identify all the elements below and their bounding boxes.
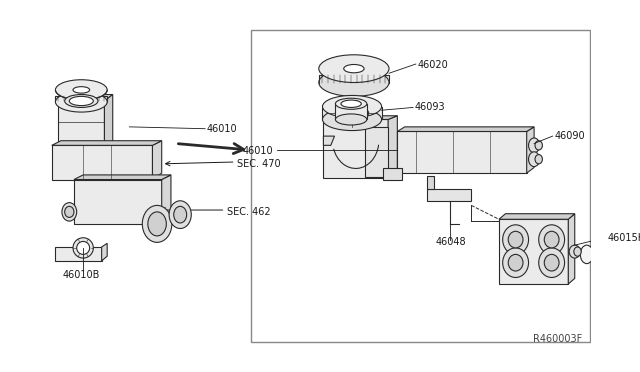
Ellipse shape — [73, 87, 90, 93]
Ellipse shape — [344, 64, 364, 73]
Ellipse shape — [62, 203, 77, 221]
Text: 46010B: 46010B — [63, 270, 100, 280]
Polygon shape — [74, 175, 171, 180]
Ellipse shape — [535, 141, 543, 150]
Polygon shape — [102, 243, 107, 261]
Polygon shape — [52, 141, 162, 145]
Polygon shape — [152, 141, 162, 180]
Polygon shape — [323, 106, 381, 119]
Ellipse shape — [77, 241, 90, 254]
Polygon shape — [323, 119, 388, 178]
Polygon shape — [397, 127, 534, 131]
Ellipse shape — [544, 254, 559, 271]
Text: 46010: 46010 — [207, 124, 237, 134]
Ellipse shape — [323, 108, 381, 131]
Polygon shape — [323, 116, 397, 119]
Polygon shape — [58, 101, 104, 147]
Ellipse shape — [319, 69, 389, 96]
Ellipse shape — [569, 245, 580, 258]
Ellipse shape — [502, 225, 529, 254]
Ellipse shape — [539, 225, 564, 254]
Ellipse shape — [142, 205, 172, 243]
Ellipse shape — [574, 247, 581, 256]
Ellipse shape — [529, 138, 540, 153]
Text: 46015K: 46015K — [607, 233, 640, 243]
Polygon shape — [162, 175, 171, 224]
Polygon shape — [527, 127, 534, 173]
Ellipse shape — [169, 201, 191, 228]
Ellipse shape — [323, 96, 381, 118]
Ellipse shape — [73, 238, 93, 258]
Ellipse shape — [56, 92, 107, 112]
Polygon shape — [568, 214, 575, 284]
Polygon shape — [56, 96, 107, 102]
Ellipse shape — [148, 212, 166, 236]
Text: 46048: 46048 — [435, 237, 466, 247]
Ellipse shape — [65, 94, 98, 108]
Polygon shape — [335, 104, 367, 119]
Ellipse shape — [173, 206, 187, 223]
Polygon shape — [104, 94, 113, 147]
Ellipse shape — [56, 80, 107, 100]
Polygon shape — [383, 169, 402, 180]
Polygon shape — [365, 127, 388, 177]
Ellipse shape — [65, 206, 74, 217]
Polygon shape — [56, 247, 102, 261]
Polygon shape — [499, 214, 575, 219]
Polygon shape — [58, 94, 113, 101]
Text: 46020: 46020 — [418, 60, 449, 70]
Ellipse shape — [69, 96, 93, 106]
Polygon shape — [427, 189, 471, 201]
Polygon shape — [388, 116, 397, 178]
Ellipse shape — [508, 231, 523, 248]
Polygon shape — [74, 180, 162, 224]
Ellipse shape — [502, 248, 529, 278]
Ellipse shape — [335, 98, 367, 109]
Ellipse shape — [335, 114, 367, 125]
Ellipse shape — [544, 231, 559, 248]
Text: SEC. 470: SEC. 470 — [237, 159, 281, 169]
Text: R460003F: R460003F — [533, 334, 582, 344]
Bar — [252, 30, 590, 342]
Polygon shape — [427, 176, 435, 189]
Ellipse shape — [529, 152, 540, 167]
Polygon shape — [52, 145, 152, 180]
Ellipse shape — [535, 155, 543, 164]
Ellipse shape — [319, 55, 389, 83]
Ellipse shape — [539, 248, 564, 278]
Text: 46090: 46090 — [554, 131, 585, 141]
Ellipse shape — [341, 100, 362, 108]
Text: 46093: 46093 — [415, 102, 445, 112]
Ellipse shape — [580, 245, 593, 264]
Polygon shape — [499, 219, 568, 284]
Text: 46010: 46010 — [243, 146, 273, 156]
Polygon shape — [323, 136, 335, 145]
Ellipse shape — [508, 254, 523, 271]
Polygon shape — [319, 75, 389, 83]
Polygon shape — [397, 131, 527, 173]
Text: SEC. 462: SEC. 462 — [227, 207, 271, 217]
